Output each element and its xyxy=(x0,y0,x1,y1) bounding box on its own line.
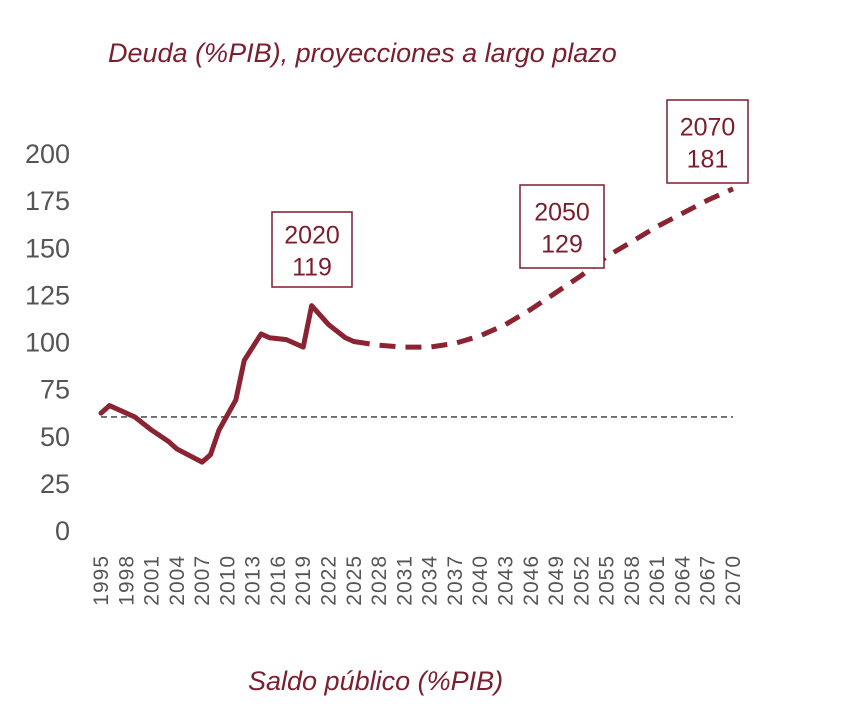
y-tick-label: 75 xyxy=(40,375,70,405)
x-tick-label: 2070 xyxy=(722,555,745,606)
y-tick-label: 150 xyxy=(25,233,70,263)
x-tick-label: 2016 xyxy=(267,555,290,606)
x-tick-label: 2067 xyxy=(697,555,720,606)
x-tick-label: 2046 xyxy=(520,555,543,606)
x-tick-label: 2043 xyxy=(494,555,517,606)
annotation-year: 2070 xyxy=(680,114,736,142)
annotations: 2020 119 2050 129 2070 181 xyxy=(271,99,749,288)
series-group xyxy=(98,186,735,465)
x-tick-label: 2019 xyxy=(292,555,315,606)
x-tick-label: 2040 xyxy=(469,555,492,606)
y-tick-label: 25 xyxy=(40,469,70,499)
x-tick-label: 2037 xyxy=(444,555,467,606)
x-tick-label: 2034 xyxy=(419,555,442,606)
projection-line xyxy=(353,186,735,350)
annotation-box: 2020 119 xyxy=(271,211,353,288)
x-tick-label: 2028 xyxy=(368,555,391,606)
y-tick-label: 125 xyxy=(25,280,70,310)
x-tick-label: 2064 xyxy=(671,555,694,606)
x-axis: 1995 1998 2001 2004 2007 2010 2013 2016 2019 2022… xyxy=(90,555,745,606)
chart-subtitle: Saldo público (%PIB) xyxy=(248,666,503,696)
x-tick-label: 2061 xyxy=(646,555,669,606)
y-tick-label: 0 xyxy=(55,516,70,546)
y-tick-label: 50 xyxy=(40,422,70,452)
y-tick-label: 175 xyxy=(25,186,70,216)
x-tick-label: 2001 xyxy=(141,555,164,606)
annotation-value: 119 xyxy=(292,254,332,282)
historical-line xyxy=(98,303,357,465)
x-tick-label: 2013 xyxy=(242,555,265,606)
y-axis: 0 25 50 75 100 125 150 175 200 xyxy=(25,139,70,546)
annotation-box: 2070 181 xyxy=(666,99,749,184)
x-tick-label: 2031 xyxy=(393,555,416,606)
x-tick-label: 2052 xyxy=(570,555,593,606)
annotation-value: 181 xyxy=(687,146,729,174)
x-tick-label: 2004 xyxy=(166,555,189,606)
annotation-box: 2050 129 xyxy=(519,184,605,269)
x-tick-label: 2010 xyxy=(216,555,239,606)
annotation-year: 2050 xyxy=(534,199,590,227)
x-tick-label: 2025 xyxy=(343,555,366,606)
y-tick-label: 200 xyxy=(25,139,70,169)
x-tick-label: 1995 xyxy=(90,555,113,606)
chart-title: Deuda (%PIB), proyecciones a largo plazo xyxy=(108,38,617,68)
x-tick-label: 2007 xyxy=(191,555,214,606)
x-tick-label: 2049 xyxy=(545,555,568,606)
x-tick-label: 2055 xyxy=(596,555,619,606)
annotation-value: 129 xyxy=(541,231,583,259)
x-tick-label: 1998 xyxy=(115,555,138,606)
x-tick-label: 2022 xyxy=(318,555,341,606)
annotation-year: 2020 xyxy=(284,222,340,250)
x-tick-label: 2058 xyxy=(621,555,644,606)
y-tick-label: 100 xyxy=(25,328,70,358)
